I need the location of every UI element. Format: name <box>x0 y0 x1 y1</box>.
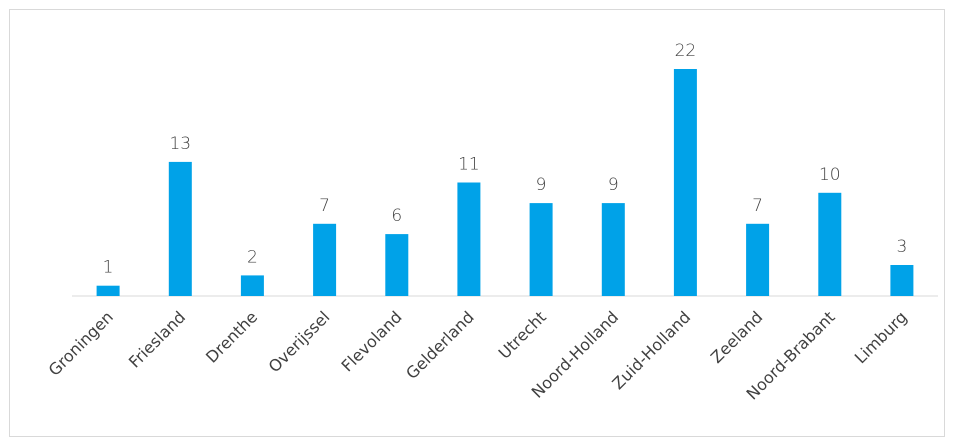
x-tick-label-gelderland: Gelderland <box>402 307 478 383</box>
x-tick-label-overijssel: Overijssel <box>265 307 334 376</box>
x-tick-label-friesland: Friesland <box>125 307 189 371</box>
bar-zeeland <box>746 223 770 296</box>
bar-friesland <box>168 161 192 296</box>
bar-flevoland <box>385 234 409 296</box>
bar-noord-holland <box>601 203 625 296</box>
data-label-gelderland: 11 <box>458 155 480 175</box>
x-tick-label-limburg: Limburg <box>851 307 911 367</box>
data-label-flevoland: 6 <box>391 206 402 226</box>
data-label-drenthe: 2 <box>247 247 258 267</box>
x-tick-label-flevoland: Flevoland <box>338 307 406 375</box>
bar-noord-brabant <box>818 192 842 296</box>
data-label-groningen: 1 <box>103 258 114 278</box>
bar-utrecht <box>529 203 553 296</box>
data-label-zuid-holland: 22 <box>675 41 697 61</box>
data-label-friesland: 13 <box>169 134 191 154</box>
data-label-noord-holland: 9 <box>608 175 619 195</box>
data-label-overijssel: 7 <box>319 196 330 216</box>
x-tick-label-utrecht: Utrecht <box>495 307 550 362</box>
bar-zuid-holland <box>673 69 697 296</box>
bar-drenthe <box>240 275 264 296</box>
x-tick-label-zeeland: Zeeland <box>707 307 767 367</box>
data-label-noord-brabant: 10 <box>819 165 841 185</box>
bar-overijssel <box>313 223 337 296</box>
data-label-limburg: 3 <box>896 237 907 257</box>
data-label-utrecht: 9 <box>536 175 547 195</box>
x-tick-labels: Groningen Friesland Drenthe Overijssel Flevo… <box>45 307 911 403</box>
x-tick-label-groningen: Groningen <box>45 307 117 379</box>
bar-groningen <box>96 285 120 296</box>
bars <box>96 69 914 296</box>
data-label-zeeland: 7 <box>752 196 763 216</box>
bar-limburg <box>890 265 914 296</box>
bar-gelderland <box>457 182 481 296</box>
data-labels: 1 13 2 7 6 11 9 9 22 7 10 3 <box>103 41 908 278</box>
x-tick-label-drenthe: Drenthe <box>202 307 261 366</box>
